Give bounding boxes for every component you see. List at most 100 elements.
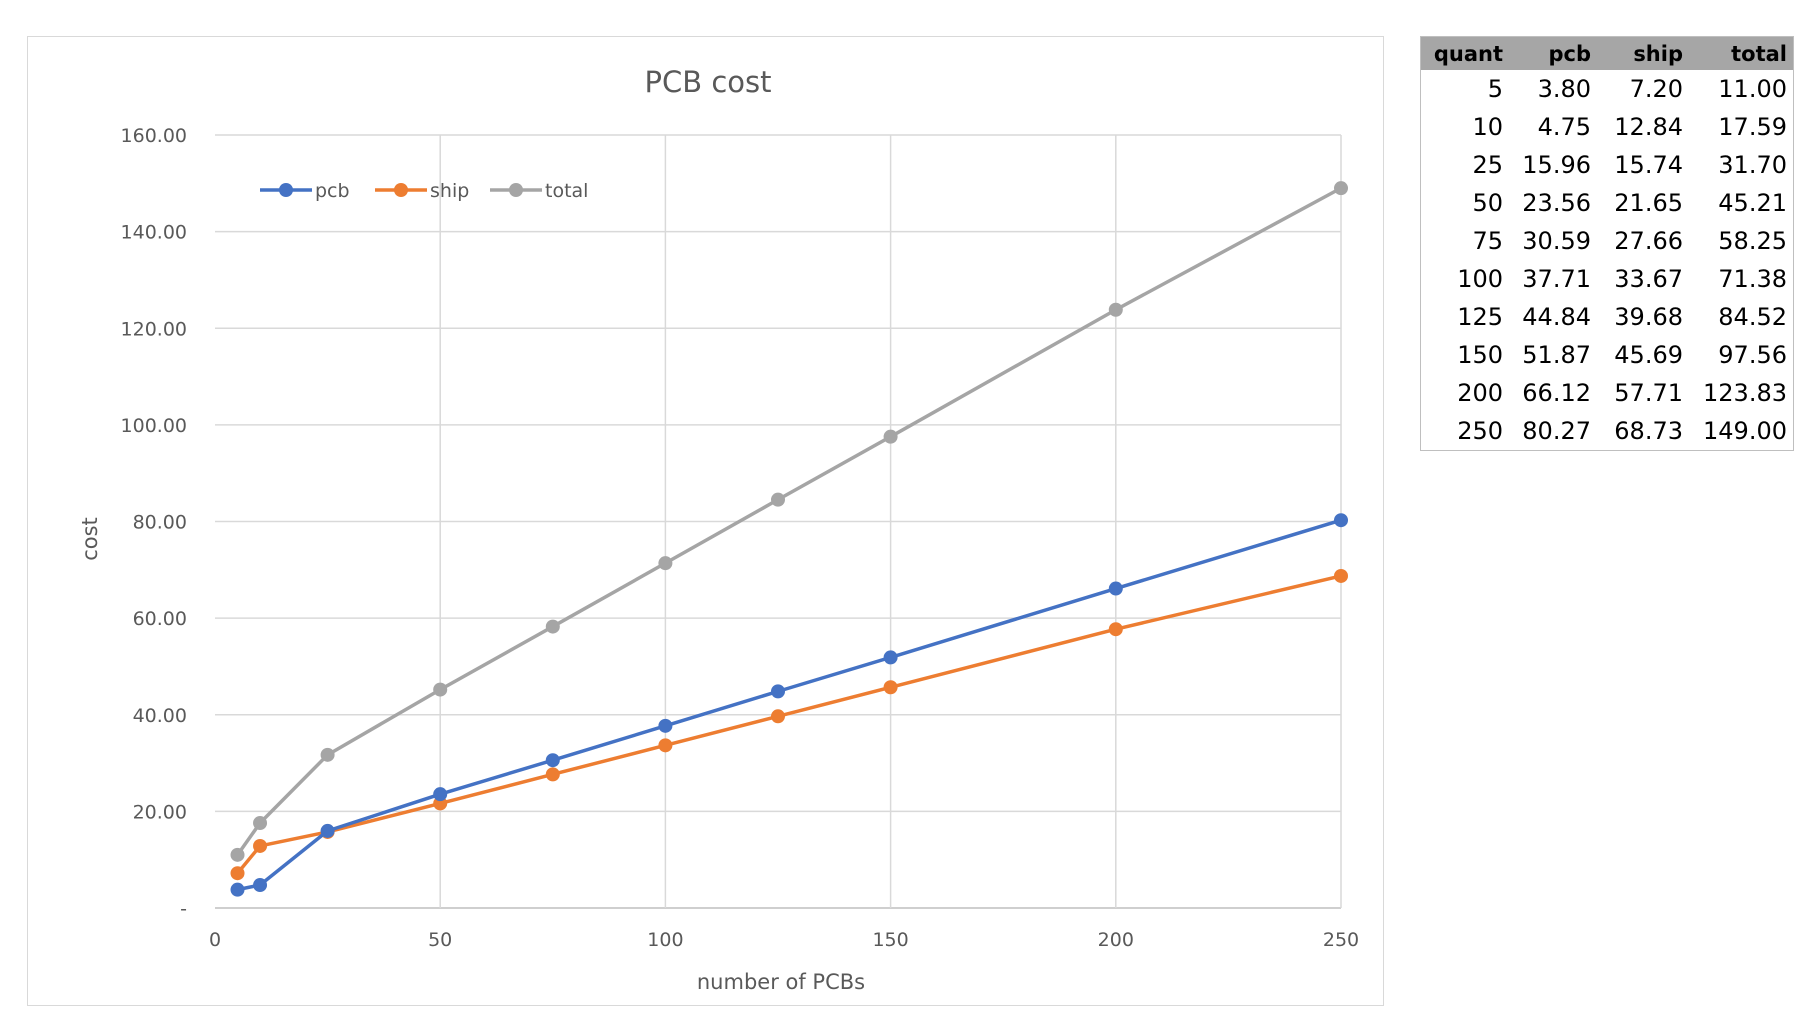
data-point-total — [230, 847, 245, 862]
data-point-ship — [883, 680, 898, 695]
table-cell: 80.27 — [1522, 417, 1591, 445]
table-cell: 21.65 — [1614, 189, 1683, 217]
table-cell: 97.56 — [1718, 341, 1787, 369]
data-point-pcb — [320, 823, 335, 838]
data-point-pcb — [230, 882, 245, 897]
table-cell: 11.00 — [1718, 75, 1787, 103]
axes: - 20.00 40.00 60.00 80.00 100.00 120.00 140.00 1… — [121, 125, 1360, 951]
table-row: 50 23.56 21.65 45.21 — [1421, 184, 1794, 222]
x-tick-label: 200 — [1098, 929, 1134, 951]
series-total — [230, 181, 1348, 862]
table-cell: 57.71 — [1614, 379, 1683, 407]
x-tick-label: 250 — [1323, 929, 1359, 951]
data-point-total — [253, 816, 268, 831]
table-cell: 100 — [1457, 265, 1503, 293]
data-point-total — [658, 556, 673, 571]
table-cell: 125 — [1457, 303, 1503, 331]
table-cell: 10 — [1472, 113, 1503, 141]
table-header-ship: ship — [1597, 36, 1689, 70]
table-cell: 23.56 — [1522, 189, 1591, 217]
table-cell: 30.59 — [1522, 227, 1591, 255]
line-chart: - 20.00 40.00 60.00 80.00 100.00 120.00 140.00 1… — [78, 65, 1360, 994]
table-cell: 149.00 — [1703, 417, 1787, 445]
legend-item-ship: ship — [375, 180, 469, 202]
data-point-ship — [771, 709, 785, 724]
data-point-ship — [1108, 622, 1123, 637]
table-row: 125 44.84 39.68 84.52 — [1421, 298, 1794, 336]
table-row: 100 37.71 33.67 71.38 — [1421, 260, 1794, 298]
data-point-pcb — [1108, 581, 1123, 596]
legend-label: pcb — [315, 180, 350, 202]
series-line-total — [236, 186, 1342, 856]
table-cell: 3.80 — [1537, 75, 1591, 103]
chart-title: PCB cost — [644, 65, 771, 99]
legend-item-total: total — [490, 180, 588, 202]
series-line-ship — [236, 574, 1342, 875]
table-cell: 27.66 — [1614, 227, 1683, 255]
table-cell: 39.68 — [1614, 303, 1683, 331]
table-cell: 75 — [1472, 227, 1503, 255]
legend-swatch-marker — [509, 183, 523, 197]
data-point-ship — [230, 866, 245, 881]
data-point-total — [771, 492, 785, 507]
x-tick-label: 50 — [428, 929, 452, 951]
table-row: 5 3.80 7.20 11.00 — [1421, 70, 1794, 108]
table-cell: 45.69 — [1614, 341, 1683, 369]
data-point-pcb — [883, 650, 898, 665]
chart-area: - 20.00 40.00 60.00 80.00 100.00 120.00 140.00 1… — [27, 36, 1384, 1006]
table-cell: 15.96 — [1522, 151, 1591, 179]
table-cell: 44.84 — [1522, 303, 1591, 331]
series-line-pcb — [237, 518, 1342, 892]
table-body: 5 3.80 7.20 11.00 10 4.75 12.84 17.59 25 15.96 15.… — [1421, 70, 1794, 451]
data-point-ship — [1334, 568, 1348, 583]
table-cell: 17.59 — [1718, 113, 1787, 141]
table-cell: 31.70 — [1718, 151, 1787, 179]
table-cell: 25 — [1472, 151, 1503, 179]
table-cell: 50 — [1472, 189, 1503, 217]
table-cell: 123.83 — [1703, 379, 1787, 407]
legend-label: ship — [430, 180, 469, 202]
x-axis-label: number of PCBs — [697, 970, 865, 994]
table-cell: 4.75 — [1537, 113, 1591, 141]
data-point-total — [883, 429, 898, 444]
y-tick-label: - — [180, 898, 187, 920]
data-point-pcb — [658, 718, 673, 733]
table-cell: 84.52 — [1718, 303, 1787, 331]
data-point-total — [320, 747, 335, 762]
data-point-pcb — [545, 753, 560, 768]
table-cell: 200 — [1457, 379, 1503, 407]
data-point-total — [1108, 302, 1123, 317]
table-cell: 37.71 — [1522, 265, 1591, 293]
gridlines — [215, 134, 1342, 909]
legend-swatch-marker — [279, 183, 293, 197]
table-cell: 68.73 — [1614, 417, 1683, 445]
table-cell: 15.74 — [1614, 151, 1683, 179]
series-lines — [230, 181, 1348, 897]
table-row: 150 51.87 45.69 97.56 — [1421, 336, 1794, 374]
table-cell: 51.87 — [1522, 341, 1591, 369]
table-cell: 58.25 — [1718, 227, 1787, 255]
data-point-total — [545, 619, 560, 634]
data-point-total — [1334, 181, 1348, 196]
data-point-pcb — [771, 684, 785, 699]
y-tick-label: 80.00 — [133, 512, 187, 534]
table-cell: 250 — [1457, 417, 1503, 445]
data-point-ship — [545, 767, 560, 782]
y-tick-label: 140.00 — [121, 222, 187, 244]
table-cell: 12.84 — [1614, 113, 1683, 141]
y-axis-label: cost — [78, 517, 102, 561]
table-row: 10 4.75 12.84 17.59 — [1421, 108, 1794, 146]
y-tick-label: 120.00 — [121, 318, 187, 340]
y-tick-label: 60.00 — [133, 608, 187, 630]
y-tick-label: 100.00 — [121, 415, 187, 437]
table-cell: 5 — [1487, 75, 1503, 103]
data-point-total — [433, 682, 448, 697]
table-row: 250 80.27 68.73 149.00 — [1421, 412, 1794, 451]
series-ship — [230, 568, 1348, 881]
data-point-ship — [253, 838, 268, 853]
series-pcb — [230, 513, 1348, 897]
table-header-total: total — [1689, 36, 1794, 70]
table-cell: 45.21 — [1718, 189, 1787, 217]
x-tick-label: 150 — [872, 929, 908, 951]
data-table: quant pcb ship total 5 3.80 7.20 11.00 10 4.75 12… — [1420, 36, 1794, 451]
